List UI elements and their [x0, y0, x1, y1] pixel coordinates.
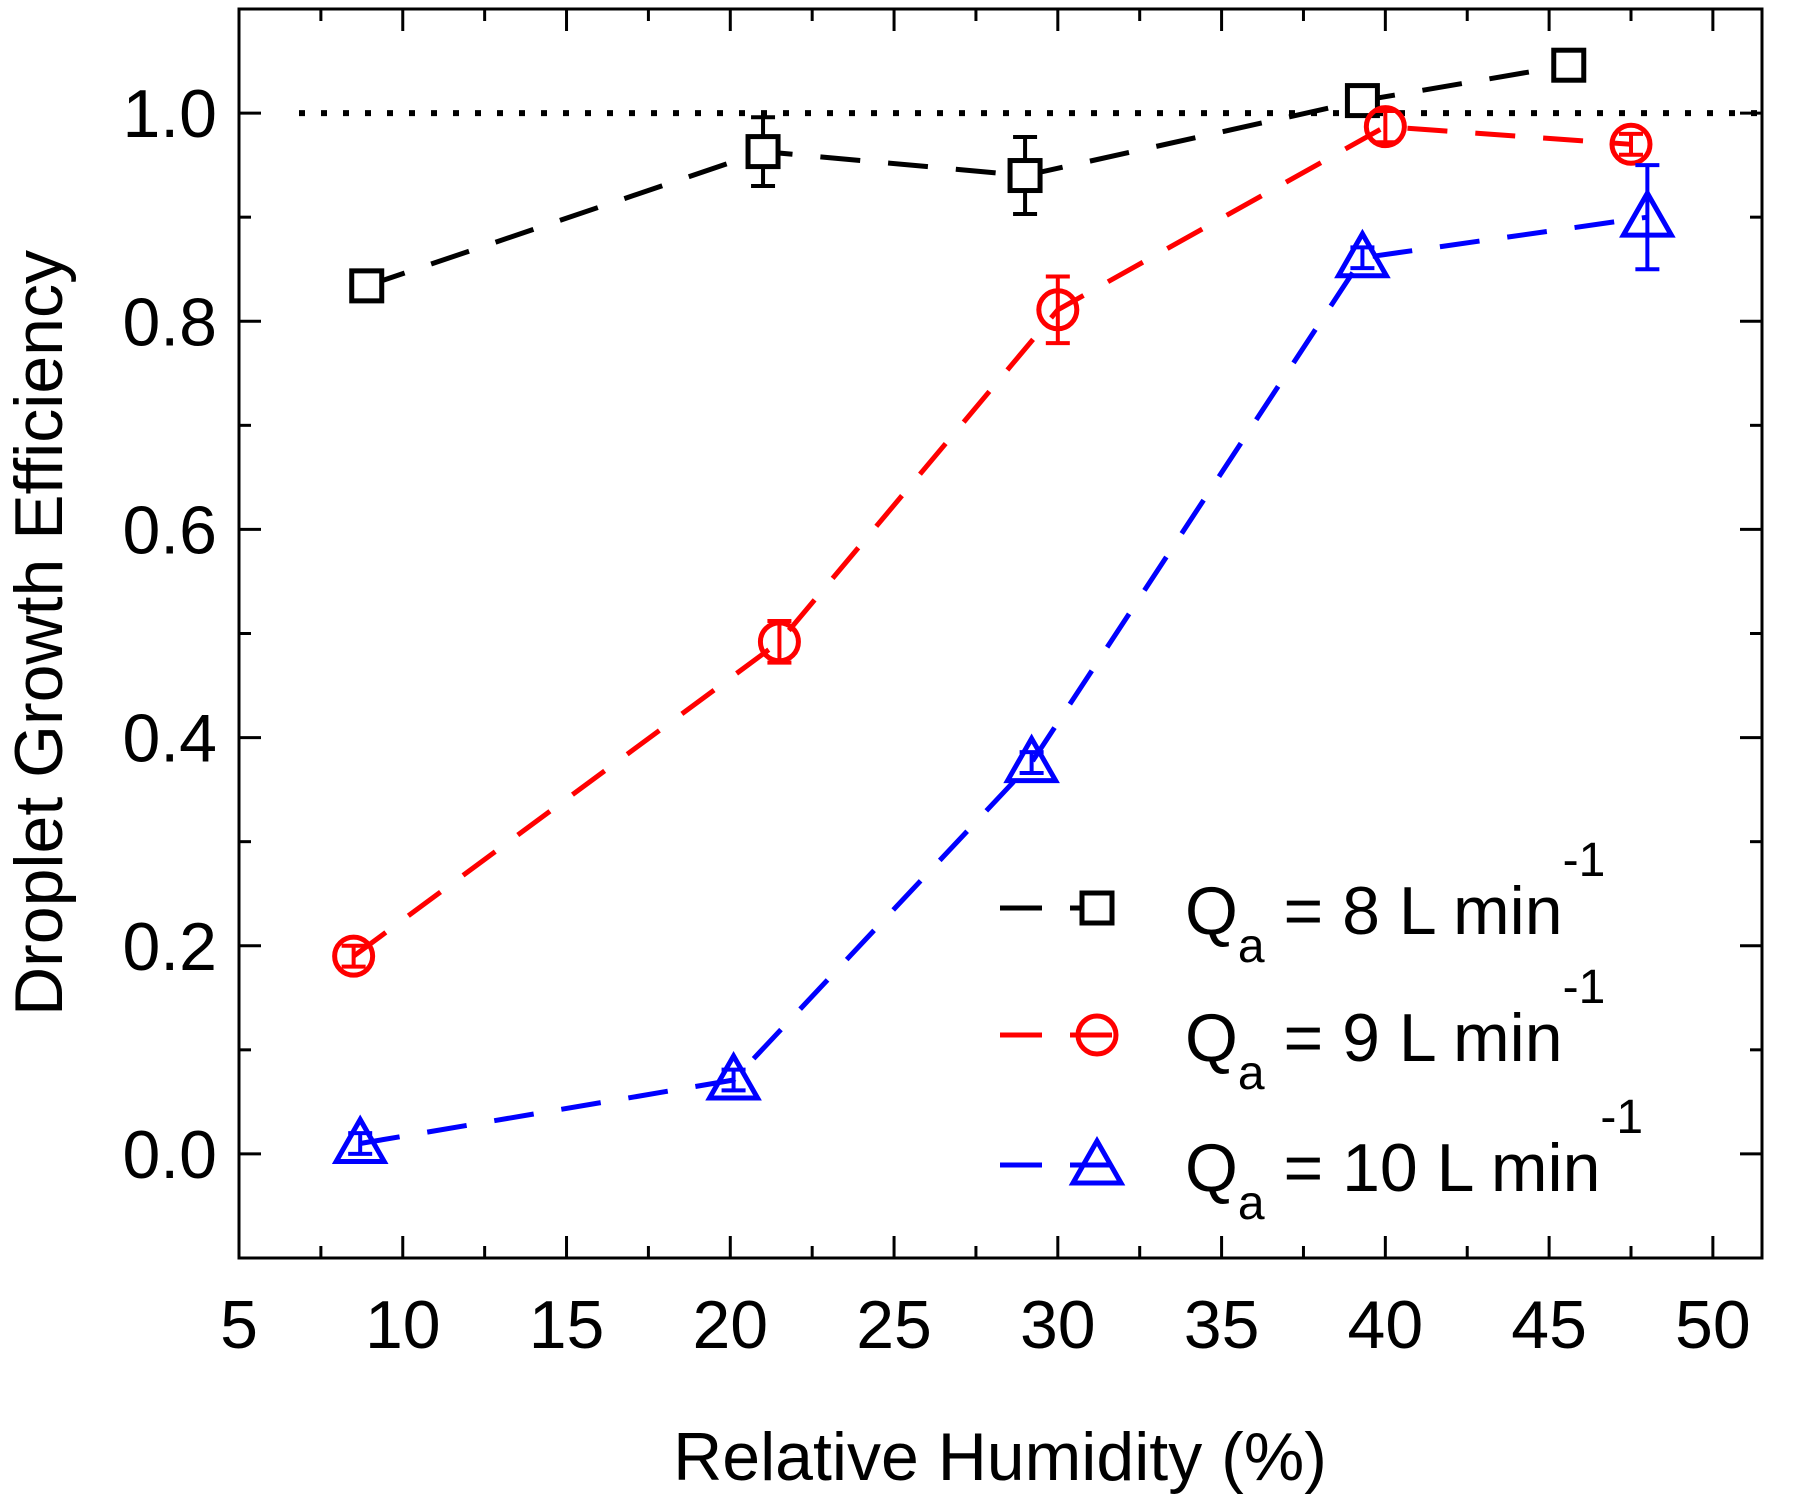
x-tick-label: 25 [856, 1287, 932, 1363]
series-square [349, 47, 1587, 304]
x-tick-label: 30 [1020, 1287, 1096, 1363]
legend-label-main: Q [1185, 873, 1238, 949]
series-line [352, 124, 1632, 959]
legend-label: Qa = 10 L min-1 [1185, 1091, 1643, 1230]
x-tick-label: 15 [529, 1287, 605, 1363]
series-triangle [331, 163, 1676, 1165]
x-tick-label: 45 [1511, 1287, 1587, 1363]
y-tick-label: 1.0 [122, 76, 217, 152]
legend: Qa = 8 L min-1Qa = 9 L min-1Qa = 10 L mi… [1000, 834, 1643, 1230]
legend-label-sup: -1 [1563, 961, 1606, 1014]
data-point [1609, 122, 1653, 166]
legend-label-rest: = 10 L min [1265, 1130, 1601, 1206]
y-tick-label: 0.2 [122, 909, 217, 985]
legend-label-rest: = 8 L min [1265, 873, 1563, 949]
data-point [705, 1050, 762, 1101]
y-tick-label: 0.6 [122, 492, 217, 568]
legend-label-sub: a [1238, 920, 1265, 973]
data-point [1036, 288, 1080, 332]
x-tick-label: 20 [692, 1287, 768, 1363]
legend-label-sup: -1 [1563, 834, 1606, 887]
y-tick-label: 0.0 [122, 1117, 217, 1193]
data-point [1334, 228, 1391, 279]
legend-label-sup: -1 [1600, 1091, 1643, 1144]
legend-item: Qa = 9 L min-1 [1000, 961, 1605, 1100]
legend-label: Qa = 8 L min-1 [1185, 834, 1605, 973]
y-tick-label: 0.8 [122, 284, 217, 360]
legend-label-sub: a [1238, 1047, 1265, 1100]
x-tick-label: 50 [1675, 1287, 1751, 1363]
legend-label-main: Q [1185, 1000, 1238, 1076]
legend-marker [1068, 1135, 1126, 1186]
legend-marker [1079, 890, 1115, 926]
data-point [1363, 105, 1407, 149]
data-point [757, 620, 801, 664]
data-point [332, 934, 376, 978]
x-tick-label: 5 [220, 1287, 258, 1363]
x-tick-label: 10 [365, 1287, 441, 1363]
legend-marker [1075, 1013, 1119, 1057]
y-tick-label: 0.4 [122, 701, 217, 777]
data-point [1619, 188, 1676, 238]
legend-label-main: Q [1185, 1130, 1238, 1206]
legend-label-rest: = 9 L min [1265, 1000, 1563, 1076]
y-axis-title: Droplet Growth Efficiency [1, 250, 77, 1016]
data-point [331, 1114, 389, 1165]
data-point [1007, 158, 1043, 194]
data-point [349, 268, 385, 304]
series-circle [332, 105, 1653, 978]
x-tick-label: 35 [1184, 1287, 1260, 1363]
legend-item: Qa = 10 L min-1 [1000, 1091, 1643, 1230]
legend-label-sub: a [1238, 1177, 1265, 1230]
legend-item: Qa = 8 L min-1 [1000, 834, 1605, 973]
x-tick-label: 40 [1348, 1287, 1424, 1363]
series-line [359, 214, 1648, 1146]
data-point [745, 134, 781, 170]
data-point [1551, 47, 1587, 83]
legend-label: Qa = 9 L min-1 [1185, 961, 1605, 1100]
data-point [1003, 733, 1060, 784]
x-axis-title: Relative Humidity (%) [673, 1419, 1327, 1495]
